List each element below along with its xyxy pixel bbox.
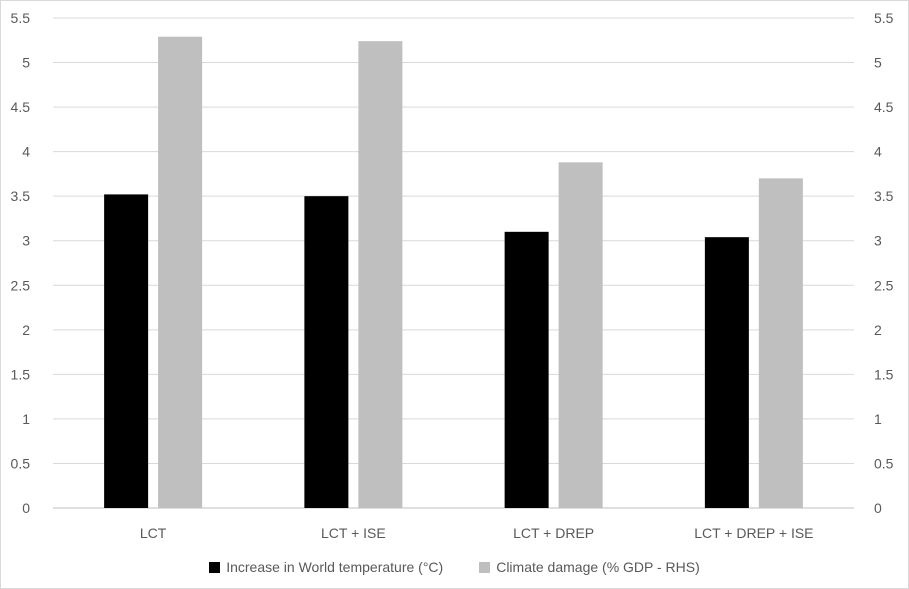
- y-left-tick-label: 1.5: [11, 366, 31, 382]
- x-category-label: LCT + DREP: [513, 525, 594, 541]
- y-right-tick-label: 1.5: [874, 366, 894, 382]
- bar-temperature: [304, 196, 349, 508]
- bar-temperature: [504, 231, 549, 508]
- legend-label-climate-damage: Climate damage (% GDP - RHS): [496, 559, 700, 575]
- y-right-tick-label: 2.5: [874, 277, 894, 293]
- bar-temperature: [104, 194, 149, 508]
- legend-swatch-climate-damage: [479, 561, 491, 573]
- y-left-tick-label: 4: [22, 144, 30, 160]
- y-left-tick-label: 0.5: [11, 455, 31, 471]
- legend-item-temperature: Increase in World temperature (°C): [209, 559, 443, 575]
- y-right-tick-label: 4.5: [874, 99, 894, 115]
- y-right-tick-label: 3: [874, 233, 882, 249]
- bar-chart: 0 0.5 1 1.5 2 2.5 3 3.5 4 4.5 5 5.5 0 0.5 1 1.5 2 2.5 3 3.5…: [11, 10, 894, 541]
- y-left-tick-label: 2.5: [11, 277, 31, 293]
- bar-climate-damage: [158, 36, 203, 508]
- y-right-tick-label: 0.5: [874, 455, 894, 471]
- y-right-tick-label: 3.5: [874, 188, 894, 204]
- y-left-tick-label: 2: [22, 322, 30, 338]
- y-left-tick-label: 5.5: [11, 10, 31, 26]
- legend-item-climate-damage: Climate damage (% GDP - RHS): [479, 559, 700, 575]
- bar-temperature: [704, 237, 749, 508]
- y-right-tick-label: 0: [874, 500, 882, 516]
- y-left-tick-label: 5: [22, 55, 30, 71]
- y-left-tick-label: 1: [22, 411, 30, 427]
- y-left-tick-label: 0: [22, 500, 30, 516]
- x-category-label: LCT + DREP + ISE: [694, 525, 813, 541]
- y-right-tick-label: 5: [874, 55, 882, 71]
- legend-swatch-temperature: [209, 561, 221, 573]
- y-right-tick-label: 1: [874, 411, 882, 427]
- y-right-tick-label: 2: [874, 322, 882, 338]
- y-left-tick-label: 3: [22, 233, 30, 249]
- bar-climate-damage: [758, 178, 803, 508]
- y-right-tick-label: 5.5: [874, 10, 894, 26]
- x-category-label: LCT + ISE: [321, 525, 386, 541]
- bar-climate-damage: [558, 162, 603, 508]
- y-left-tick-label: 3.5: [11, 188, 31, 204]
- x-category-label: LCT: [140, 525, 167, 541]
- y-left-tick-label: 4.5: [11, 99, 31, 115]
- legend-label-temperature: Increase in World temperature (°C): [226, 559, 444, 575]
- legend: Increase in World temperature (°C) Clima…: [0, 555, 909, 579]
- y-right-tick-label: 4: [874, 144, 882, 160]
- bar-climate-damage: [358, 41, 403, 508]
